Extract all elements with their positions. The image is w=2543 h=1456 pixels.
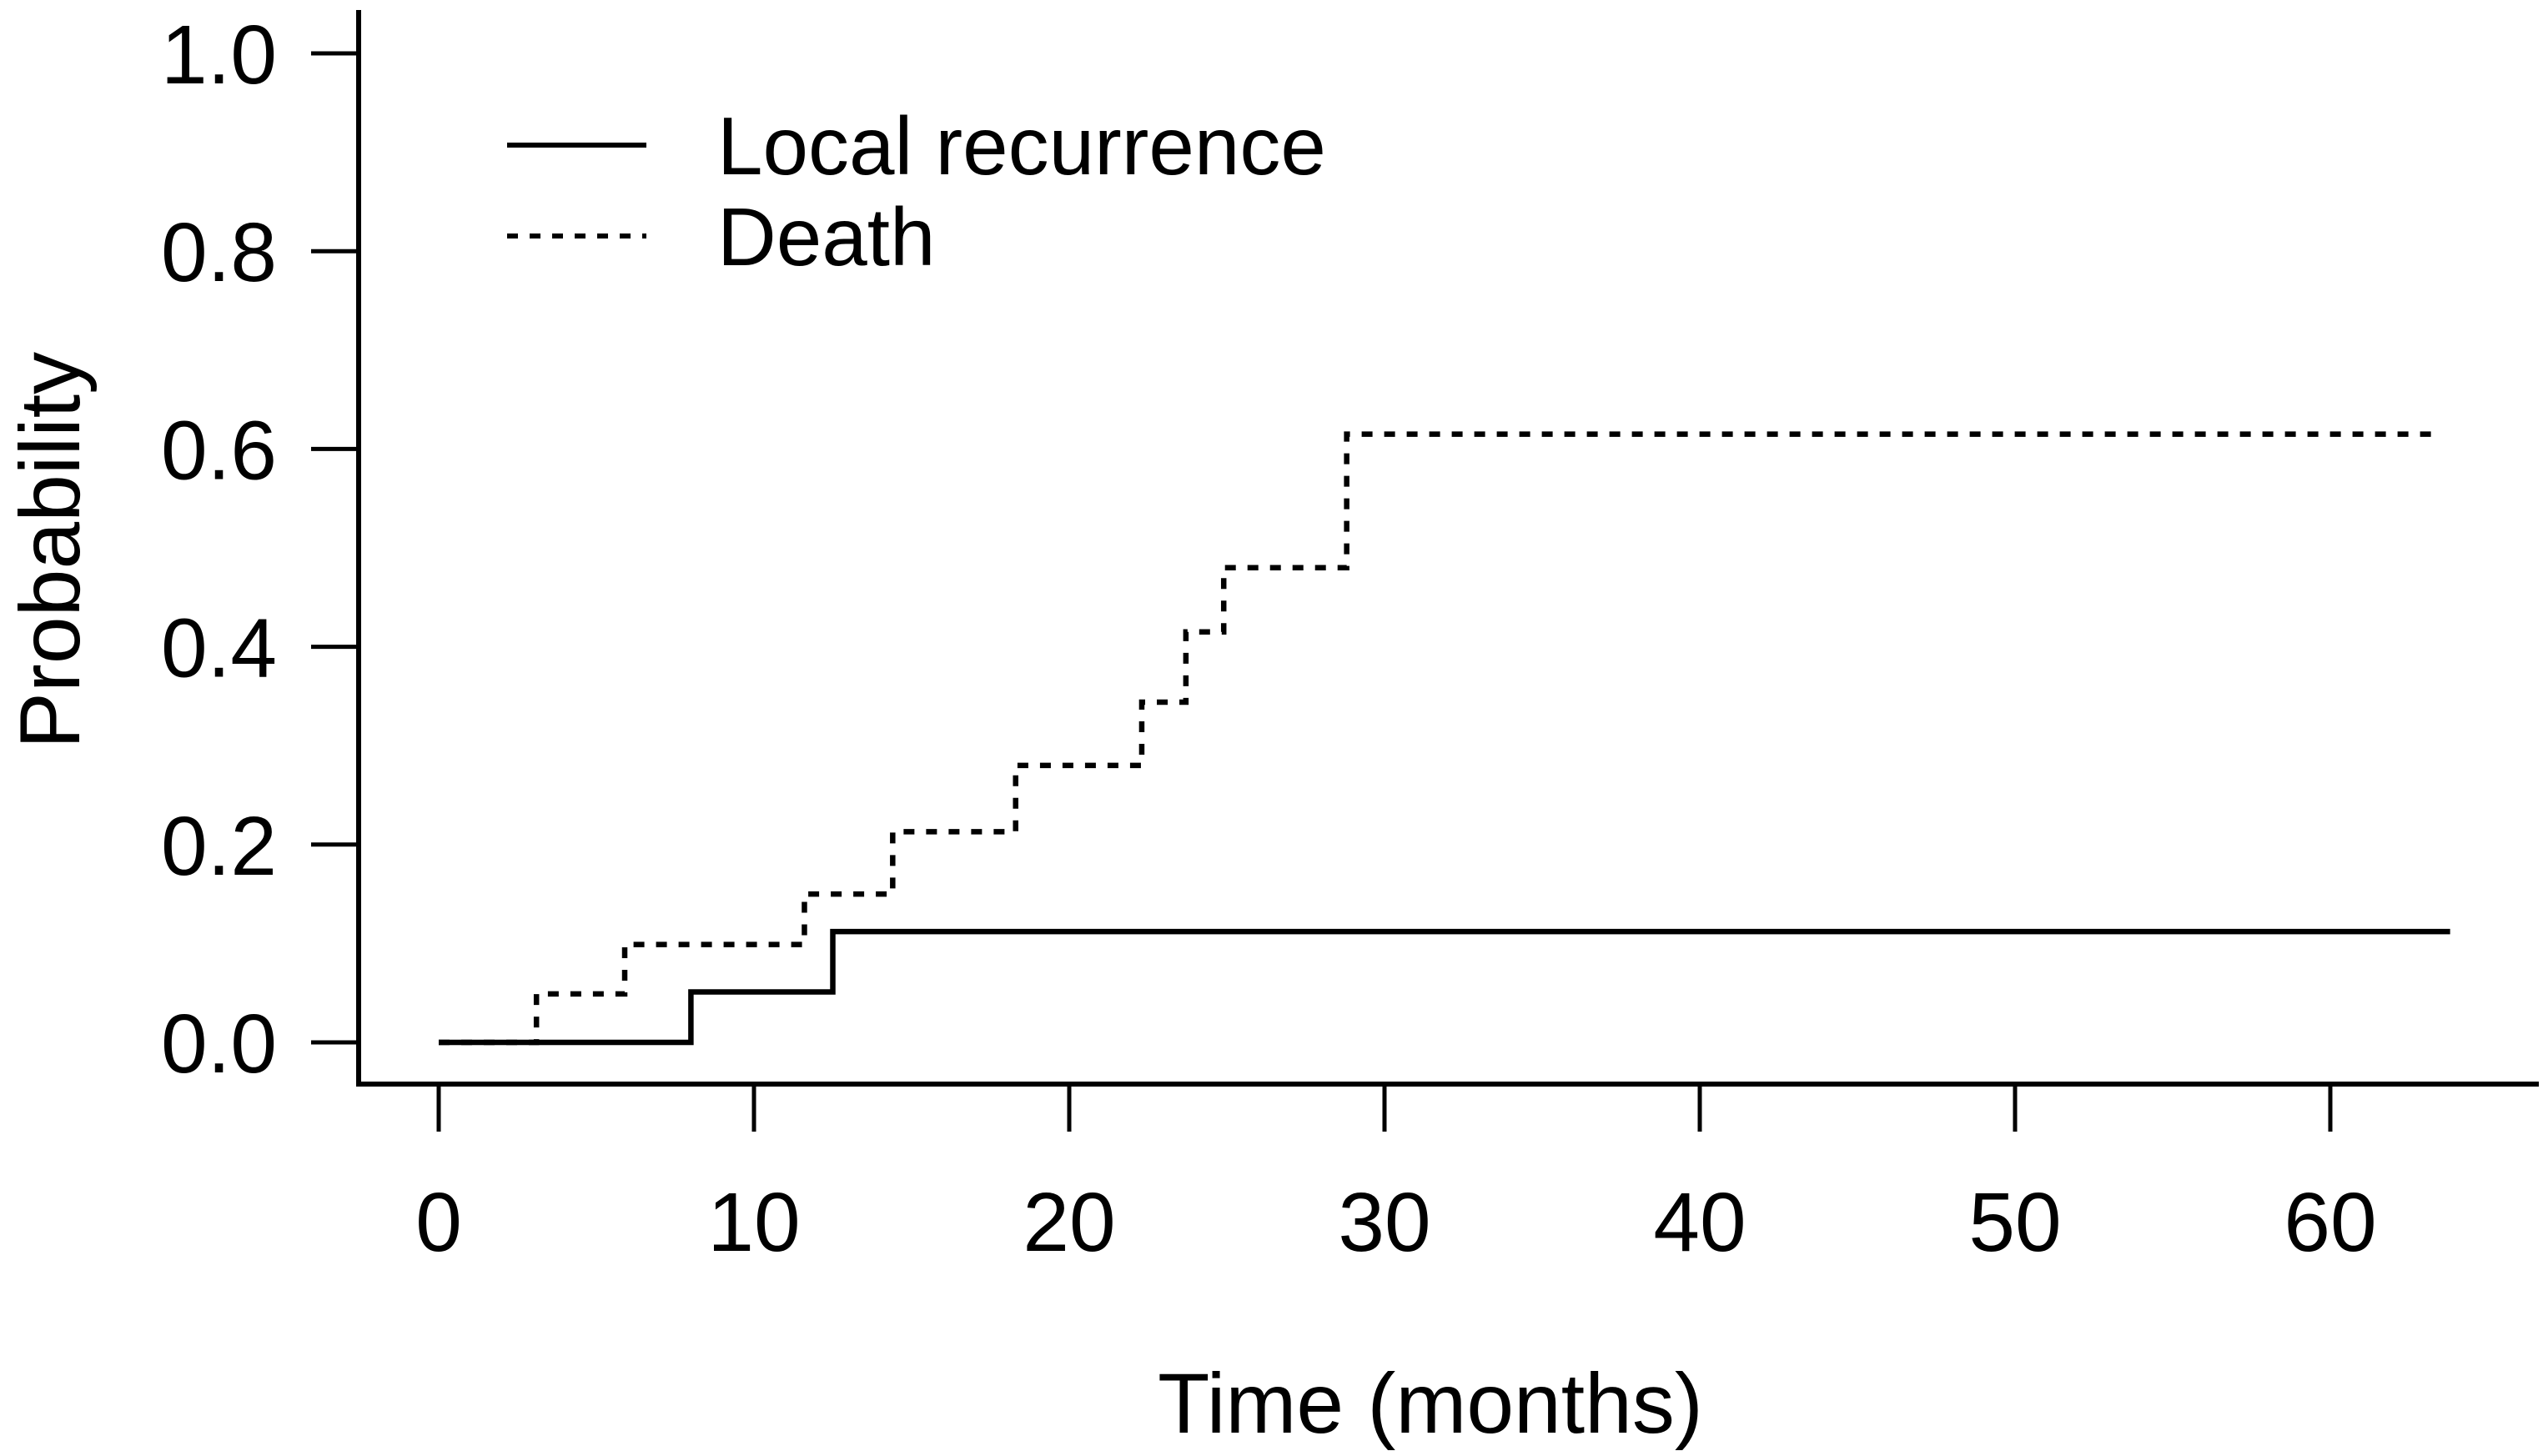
x-tick-label: 40 [1653,1176,1746,1269]
x-tick-label: 10 [707,1176,800,1269]
y-tick-label: 0.0 [161,997,277,1091]
y-tick-label: 0.2 [161,800,277,893]
axes [356,10,2539,1087]
x-tick-label: 60 [2284,1176,2376,1269]
legend-label-death: Death [717,191,936,283]
y-tick-label: 0.6 [161,404,277,497]
x-axis-title: Time (months) [1158,1356,1703,1451]
y-tick-label: 0.8 [161,206,277,299]
y-axis-ticks: 0.0 0.2 0.4 0.6 0.8 1.0 [161,8,359,1091]
y-axis-title: Probability [3,352,98,749]
y-tick-label: 0.4 [161,602,277,695]
x-tick-label: 50 [1968,1176,2061,1269]
x-tick-label: 20 [1023,1176,1115,1269]
curve-death [439,431,2441,1046]
curves [439,431,2450,1046]
legend-label-local-recurrence: Local recurrence [717,100,1326,192]
x-tick-label: 30 [1338,1176,1430,1269]
x-tick-label: 0 [415,1176,462,1269]
legend: Local recurrence Death [507,100,1326,283]
y-tick-label: 1.0 [161,8,277,102]
curve-local-recurrence [439,928,2450,1046]
x-axis-ticks: 0 10 20 30 40 50 60 [415,1084,2377,1269]
